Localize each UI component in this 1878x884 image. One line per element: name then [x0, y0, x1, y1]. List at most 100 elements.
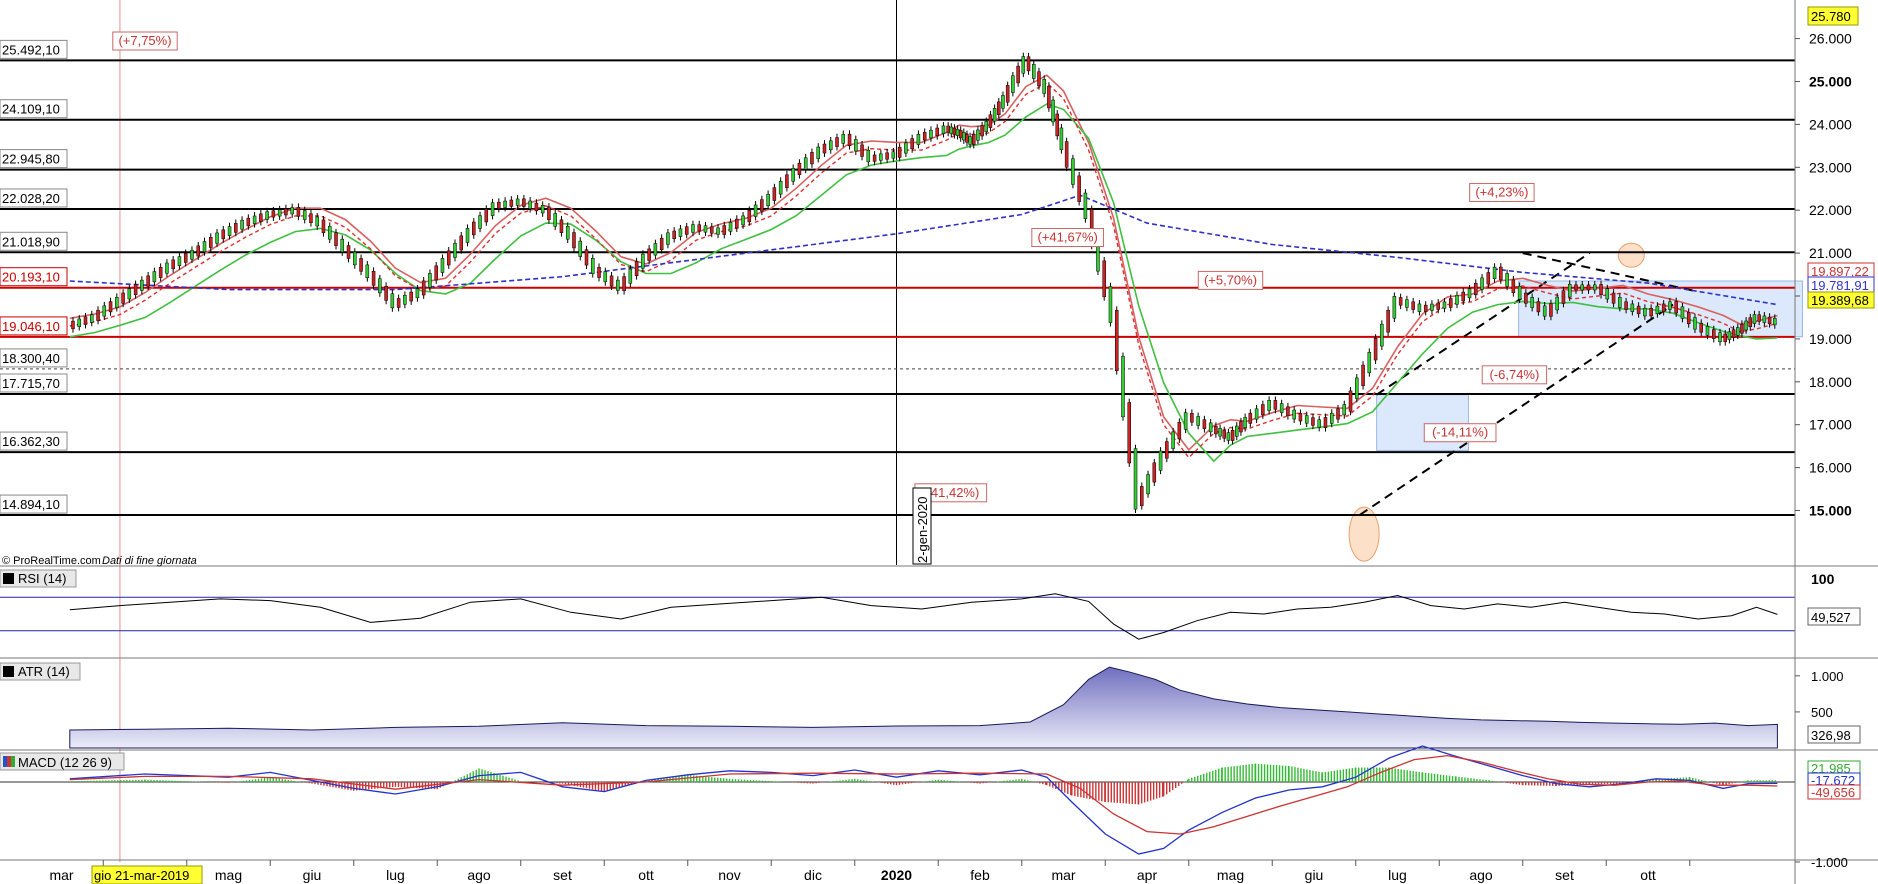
- candle: [1574, 284, 1578, 291]
- candle: [778, 180, 783, 195]
- candle: [1083, 192, 1088, 220]
- candle: [340, 238, 345, 253]
- candle: [1026, 56, 1031, 72]
- price-panel[interactable]: (+7,75%) (-41,42%) (+41,67%) (+5,70%) (+4,23…: [0, 0, 1878, 862]
- candle: [929, 129, 933, 139]
- candle: [259, 213, 263, 222]
- month-label: apr: [1137, 867, 1158, 883]
- candle: [1183, 412, 1188, 430]
- candle: [140, 279, 144, 291]
- candle: [741, 215, 745, 226]
- svg-text:49,527: 49,527: [1811, 610, 1851, 625]
- level-label: 18.300,40: [0, 348, 68, 368]
- candle: [1235, 425, 1239, 437]
- ma-value-label: 19.897,22: [1807, 262, 1875, 280]
- candle: [1005, 85, 1010, 103]
- candle: [716, 227, 720, 235]
- candle: [722, 225, 727, 235]
- candle: [976, 129, 980, 141]
- level-label-box: [0, 494, 68, 514]
- candle: [1655, 305, 1660, 315]
- svg-text:19.389,68: 19.389,68: [1811, 293, 1869, 308]
- candle: [478, 215, 482, 229]
- rsi-panel[interactable]: 100 49,527: [0, 571, 1861, 640]
- candle: [847, 133, 852, 146]
- trendline-upper: [1376, 252, 1591, 396]
- candle: [1492, 266, 1497, 279]
- candle: [1693, 317, 1697, 330]
- candle: [1762, 315, 1767, 323]
- svg-text:-49,656: -49,656: [1811, 785, 1855, 800]
- macd-panel[interactable]: -1.000 21,985-17,672-49,656: [0, 745, 1861, 870]
- candle: [428, 273, 432, 288]
- atr-area: [69, 666, 1778, 749]
- candle: [1723, 333, 1727, 342]
- candle: [334, 232, 338, 246]
- annotation-box: [1031, 228, 1105, 248]
- candle: [1254, 408, 1259, 420]
- price-tick-label: 26.000: [1809, 31, 1852, 47]
- candle: [1530, 297, 1534, 308]
- candle: [791, 168, 795, 182]
- candle: [1405, 299, 1409, 308]
- candle: [971, 134, 976, 145]
- macd-value-label: -17,672: [1807, 772, 1861, 788]
- candle: [490, 202, 495, 216]
- candle: [965, 134, 969, 143]
- level-label: 22.028,20: [0, 188, 68, 208]
- candle: [102, 305, 107, 317]
- candle: [1267, 400, 1271, 411]
- candle: [540, 205, 545, 214]
- candle: [1505, 273, 1509, 287]
- level-label-box: [0, 99, 68, 119]
- candle: [1643, 307, 1647, 317]
- candle: [747, 210, 752, 223]
- candle: [1467, 288, 1472, 299]
- candle: [409, 291, 413, 302]
- candle: [904, 142, 908, 154]
- annotation-box: [1197, 270, 1264, 290]
- annotation-box: [1481, 365, 1548, 385]
- candle: [997, 101, 1001, 115]
- candle: [484, 208, 489, 223]
- level-label-box: [0, 149, 68, 169]
- candle: [1071, 158, 1075, 185]
- candle: [659, 237, 664, 251]
- svg-text:gio 21-mar-2019: gio 21-mar-2019: [94, 868, 189, 883]
- price-tick-label: 21.000: [1809, 245, 1852, 261]
- month-label: giu: [1305, 867, 1324, 883]
- candle: [1740, 323, 1744, 334]
- annotation: (-14,11%): [1423, 423, 1497, 443]
- candle: [1524, 292, 1528, 304]
- candle: [1355, 377, 1359, 399]
- candle: [196, 245, 200, 257]
- atr-panel[interactable]: 1.000 500 326,98: [69, 666, 1861, 749]
- candle: [616, 279, 620, 291]
- atr-tick-label: 500: [1811, 705, 1833, 720]
- candle: [835, 137, 839, 147]
- candle: [215, 232, 219, 244]
- rsi-title: RSI (14): [0, 569, 77, 588]
- candle: [472, 221, 476, 236]
- month-label: 2020: [881, 867, 912, 883]
- candle: [127, 288, 132, 300]
- candle: [955, 128, 960, 136]
- ma-green: [69, 103, 1778, 463]
- candle: [1127, 402, 1132, 464]
- level-label: 24.109,10: [0, 99, 68, 119]
- candle: [183, 253, 188, 263]
- x-axis: mar apr mag giu lug ago set ott nov dic 2020 feb mar…: [49, 860, 1691, 883]
- candle: [284, 208, 288, 216]
- candle: [941, 125, 946, 134]
- candle: [1298, 413, 1303, 422]
- copyright-text: © ProRealTime.com: [2, 555, 101, 567]
- candle: [866, 149, 871, 163]
- candle: [1077, 175, 1081, 202]
- candle: [190, 249, 194, 260]
- candle: [1499, 266, 1503, 281]
- macd-title: MACD (12 26 9): [0, 752, 125, 771]
- candle: [1618, 297, 1622, 308]
- candle: [565, 226, 570, 240]
- trendline-lower: [1359, 303, 1674, 516]
- candle: [935, 127, 939, 137]
